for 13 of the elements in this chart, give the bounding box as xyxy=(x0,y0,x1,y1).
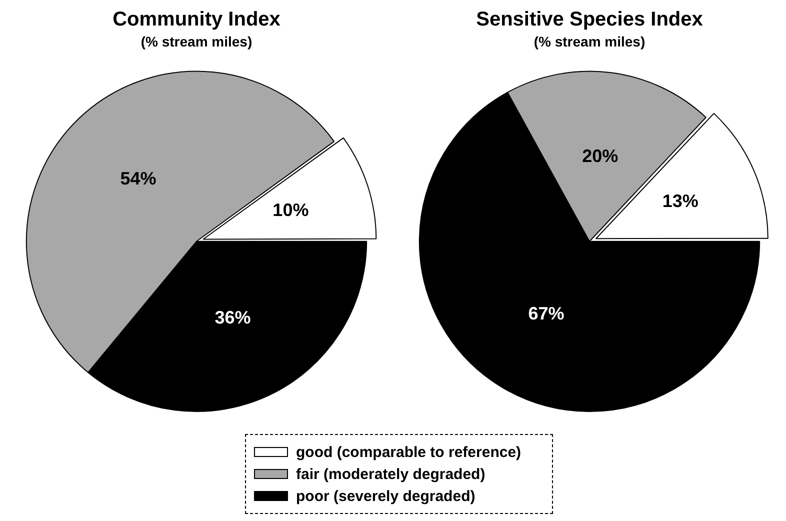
chart-title: Sensitive Species Index xyxy=(476,8,703,31)
data-label: 20% xyxy=(582,146,618,166)
legend-label: poor (severely degraded) xyxy=(296,488,476,504)
data-label: 67% xyxy=(528,304,564,324)
data-label: 13% xyxy=(662,191,698,212)
legend-label: good (comparable to reference) xyxy=(296,444,522,460)
data-label: 54% xyxy=(120,168,156,188)
data-label: 10% xyxy=(272,200,309,220)
chart-subtitle: (% stream miles) xyxy=(140,33,252,50)
chart-subtitle: (% stream miles) xyxy=(534,33,646,50)
legend-label: fair (moderately degraded) xyxy=(296,466,486,482)
chart-title: Community Index xyxy=(112,8,280,31)
data-label: 36% xyxy=(214,307,251,328)
